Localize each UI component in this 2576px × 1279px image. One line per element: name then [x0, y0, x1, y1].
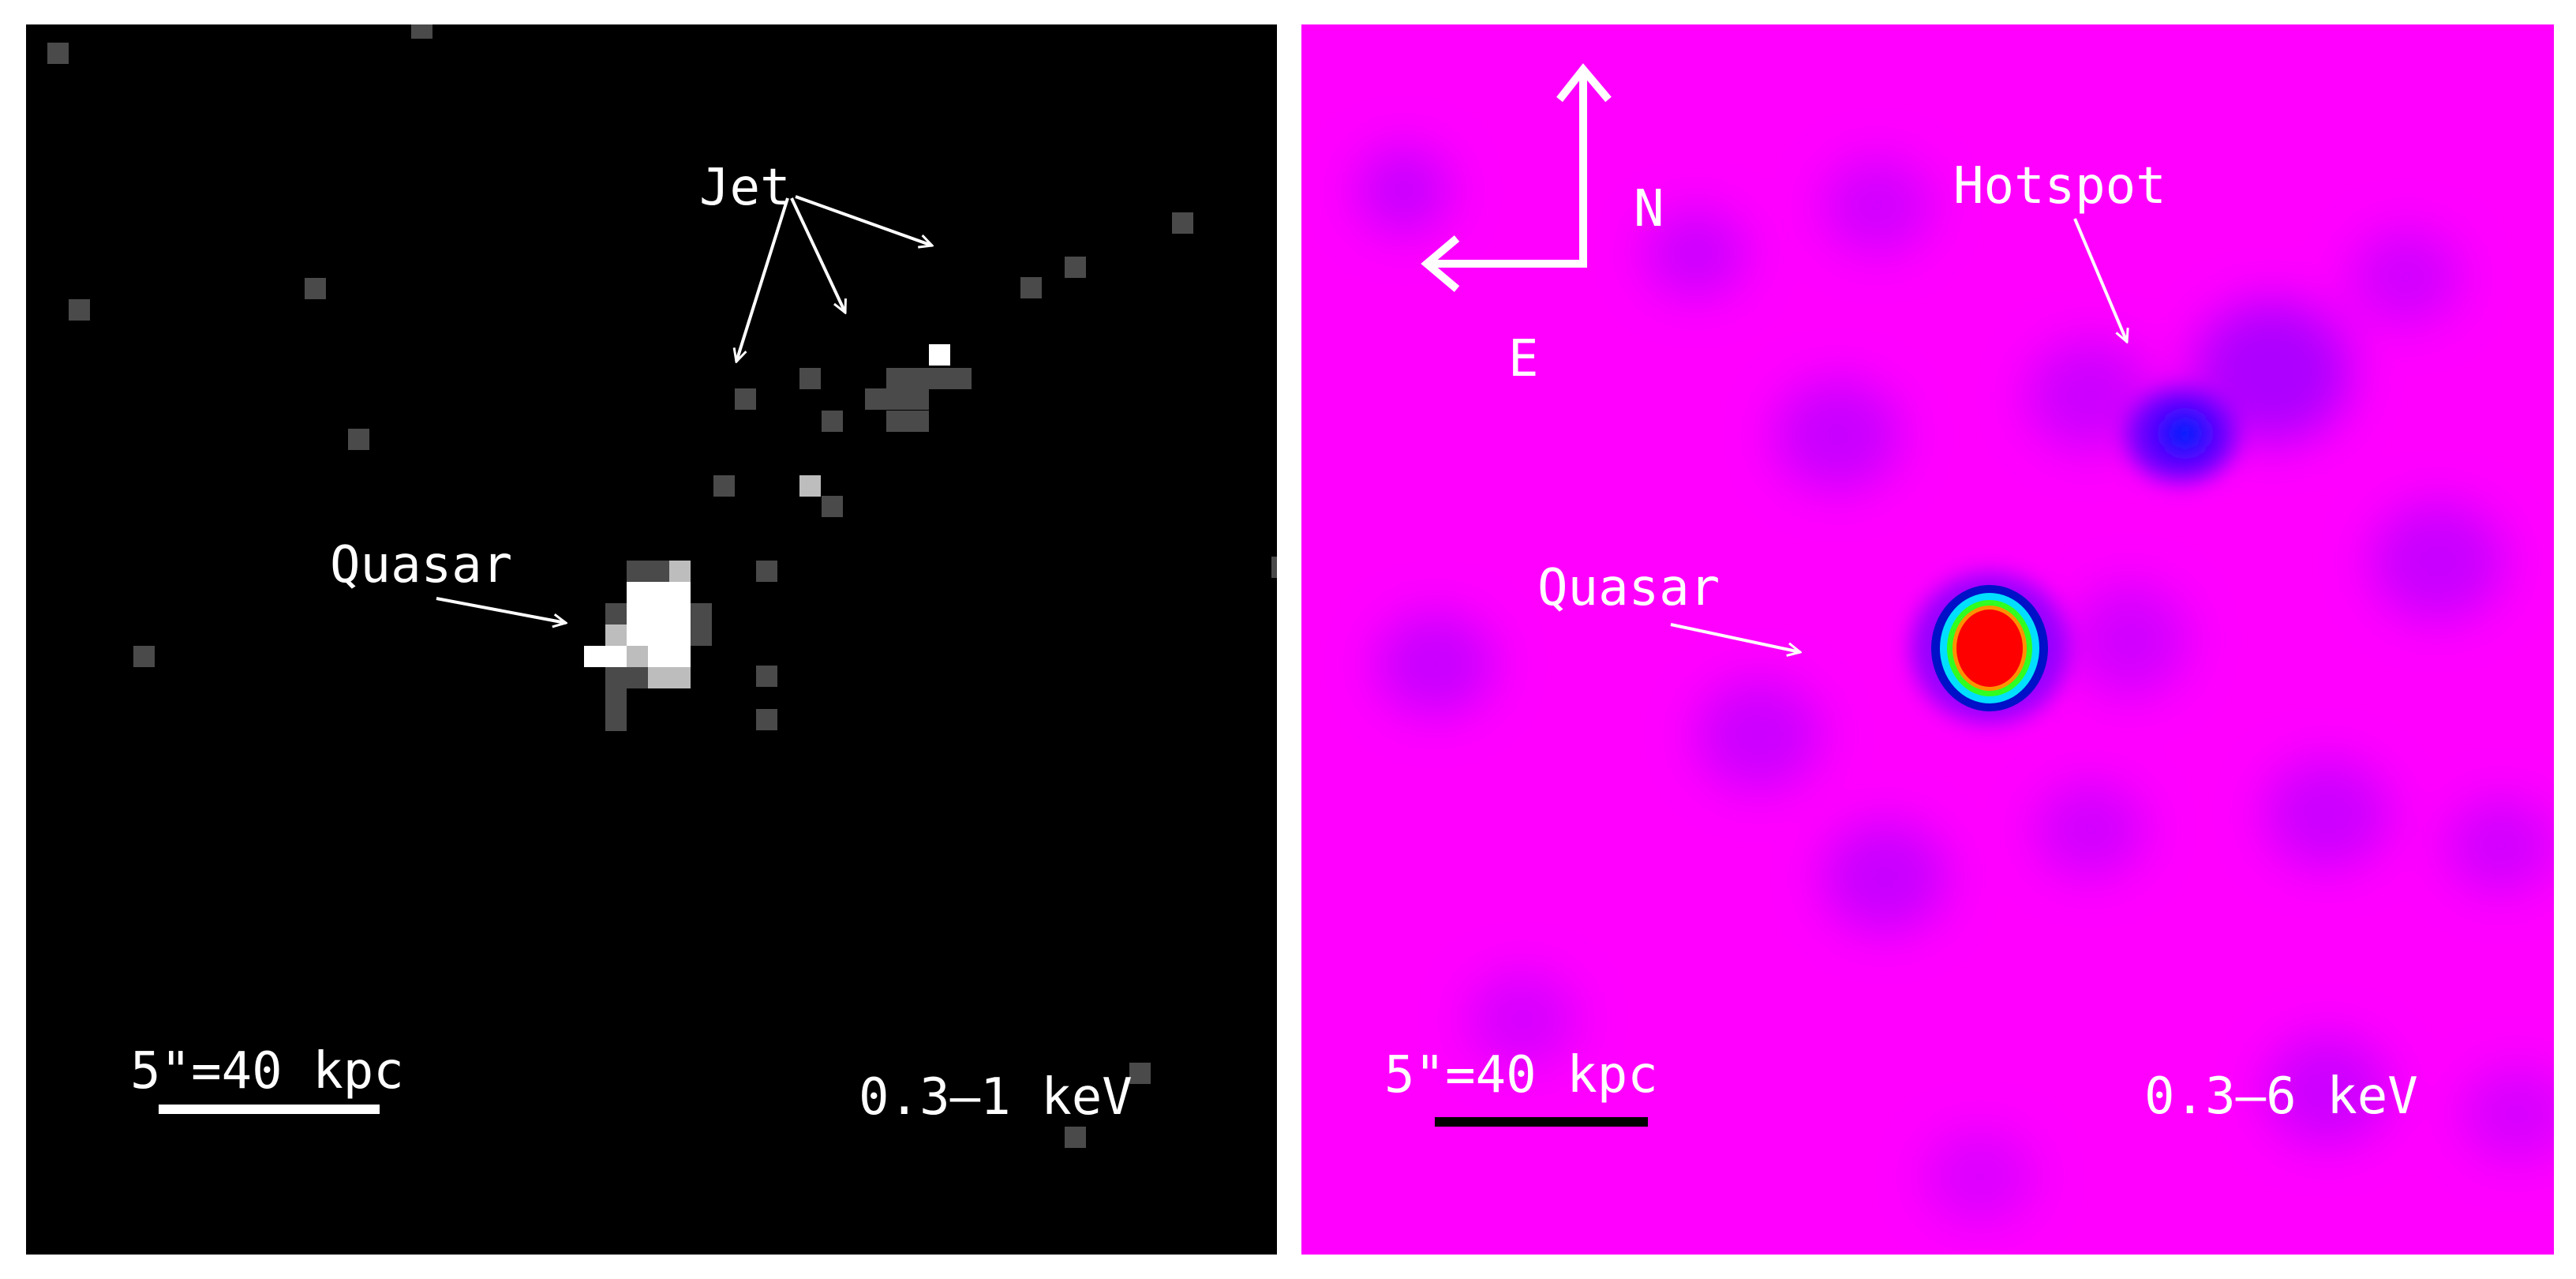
energy-band-label: 0.3–1 keV [859, 1068, 1133, 1127]
soft-band-xray-panel: Jet Quasar 5"=40 kpc 0.3–1 keV [26, 24, 1277, 1255]
scale-bar-label: 5"=40 kpc [1384, 1046, 1658, 1105]
broad-band-image: N E Hotspot Quasar 5"=40 kpc 0.3–6 keV [1357, 63, 2554, 1225]
hotspot-emission [2126, 388, 2237, 482]
quasar-core [584, 561, 712, 731]
jet-arrows [736, 195, 932, 362]
quasar-arrow [1670, 623, 1800, 652]
east-arrow-head [1421, 235, 1460, 292]
north-label: N [1634, 180, 1664, 238]
hotspot-label: Hotspot [1953, 157, 2166, 216]
quasar-label: Quasar [1537, 559, 1720, 617]
quasar-label: Quasar [330, 536, 512, 594]
broad-band-xray-panel: N E Hotspot Quasar 5"=40 kpc 0.3–6 keV [1301, 24, 2554, 1255]
jet-knot [865, 344, 972, 432]
scale-bar [1435, 1117, 1648, 1127]
scale-bar-label: 5"=40 kpc [130, 1042, 404, 1101]
compass-axes [1427, 69, 1587, 268]
photon-pixels [47, 24, 1277, 1148]
hotspot-arrow [2073, 218, 2127, 342]
north-arrow-head [1556, 63, 1612, 103]
quasar-arrow [436, 597, 566, 623]
jet-label: Jet [699, 159, 791, 217]
scale-bar [159, 1105, 380, 1114]
compass: N E [1421, 63, 1664, 388]
soft-band-image: Jet Quasar 5"=40 kpc 0.3–1 keV [47, 24, 1277, 1148]
energy-band-label: 0.3–6 keV [2144, 1067, 2418, 1126]
diffuse-emission [1357, 147, 2554, 1225]
quasar-core [1911, 573, 2069, 723]
east-label: E [1508, 330, 1539, 388]
